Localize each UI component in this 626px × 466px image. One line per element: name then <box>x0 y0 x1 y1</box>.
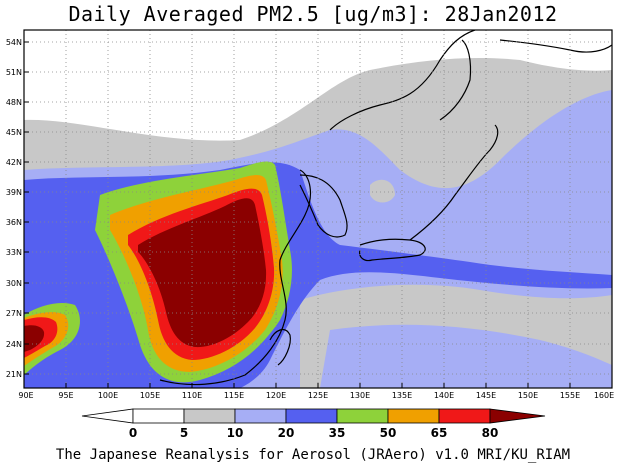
colorbar-box-65-80 <box>438 408 491 424</box>
band-80-sw <box>24 325 45 352</box>
concentration-field <box>24 30 612 388</box>
colorbar-box-10-20 <box>234 408 287 424</box>
lon-tick-label: 100E <box>98 391 118 400</box>
lon-tick-label: 150E <box>518 391 538 400</box>
footer-credit: The Japanese Reanalysis for Aerosol (JRA… <box>55 447 571 463</box>
longitude-axis: 90E 95E 100E 105E 110E 115E 120E 125E 130E 135E 14… <box>18 383 614 400</box>
colorbar <box>81 408 546 424</box>
lat-tick-label: 24N <box>6 340 22 349</box>
lat-tick-label: 30N <box>6 279 22 288</box>
lon-tick-label: 155E <box>560 391 580 400</box>
colorbar-box-0-5 <box>132 408 185 424</box>
lon-tick-label: 120E <box>266 391 286 400</box>
colorbar-label: 65 <box>431 426 448 440</box>
colorbar-box-20-35 <box>285 408 338 424</box>
lon-tick-label: 105E <box>140 391 160 400</box>
colorbar-lower-arrow <box>81 408 134 424</box>
lat-tick-label: 45N <box>6 128 22 137</box>
lat-tick-label: 51N <box>6 68 22 77</box>
colorbar-label: 5 <box>180 426 188 440</box>
lon-tick-label: 160E <box>594 391 614 400</box>
lon-tick-label: 130E <box>350 391 370 400</box>
lon-tick-label: 125E <box>308 391 328 400</box>
lon-tick-label: 90E <box>18 391 33 400</box>
lat-tick-label: 54N <box>6 38 22 47</box>
band-80 <box>138 198 267 348</box>
lon-tick-label: 95E <box>58 391 73 400</box>
lat-tick-label: 21N <box>6 370 22 379</box>
colorbar-label: 50 <box>380 426 397 440</box>
latitude-axis: 54N 51N 48N 45N 42N 39N 36N 33N 30N 27N 24N 21N <box>6 38 29 379</box>
colorbar-box-35-50 <box>336 408 389 424</box>
lat-tick-label: 33N <box>6 248 22 257</box>
map-title: Daily Averaged PM2.5 [ug/m3]: 28Jan2012 <box>68 2 558 26</box>
colorbar-box-5-10 <box>183 408 236 424</box>
band-10-20-ocean <box>320 324 612 388</box>
colorbar-box-50-65 <box>387 408 440 424</box>
lon-tick-label: 135E <box>392 391 412 400</box>
lon-tick-label: 145E <box>476 391 496 400</box>
colorbar-label: 35 <box>329 426 346 440</box>
colorbar-label: 10 <box>227 426 244 440</box>
lon-tick-label: 115E <box>224 391 244 400</box>
lon-tick-label: 140E <box>434 391 454 400</box>
colorbar-label: 0 <box>129 426 137 440</box>
colorbar-labels: 0 5 10 20 35 50 65 80 <box>129 426 499 440</box>
lat-tick-label: 39N <box>6 188 22 197</box>
lat-tick-label: 36N <box>6 218 22 227</box>
lat-tick-label: 48N <box>6 98 22 107</box>
lat-tick-label: 42N <box>6 158 22 167</box>
coastlines <box>159 30 612 386</box>
lat-tick-label: 27N <box>6 309 22 318</box>
lon-tick-label: 110E <box>182 391 202 400</box>
colorbar-label: 80 <box>482 426 499 440</box>
colorbar-upper-arrow <box>489 408 546 424</box>
band-5-10-patch2 <box>370 179 395 203</box>
colorbar-label: 20 <box>278 426 295 440</box>
